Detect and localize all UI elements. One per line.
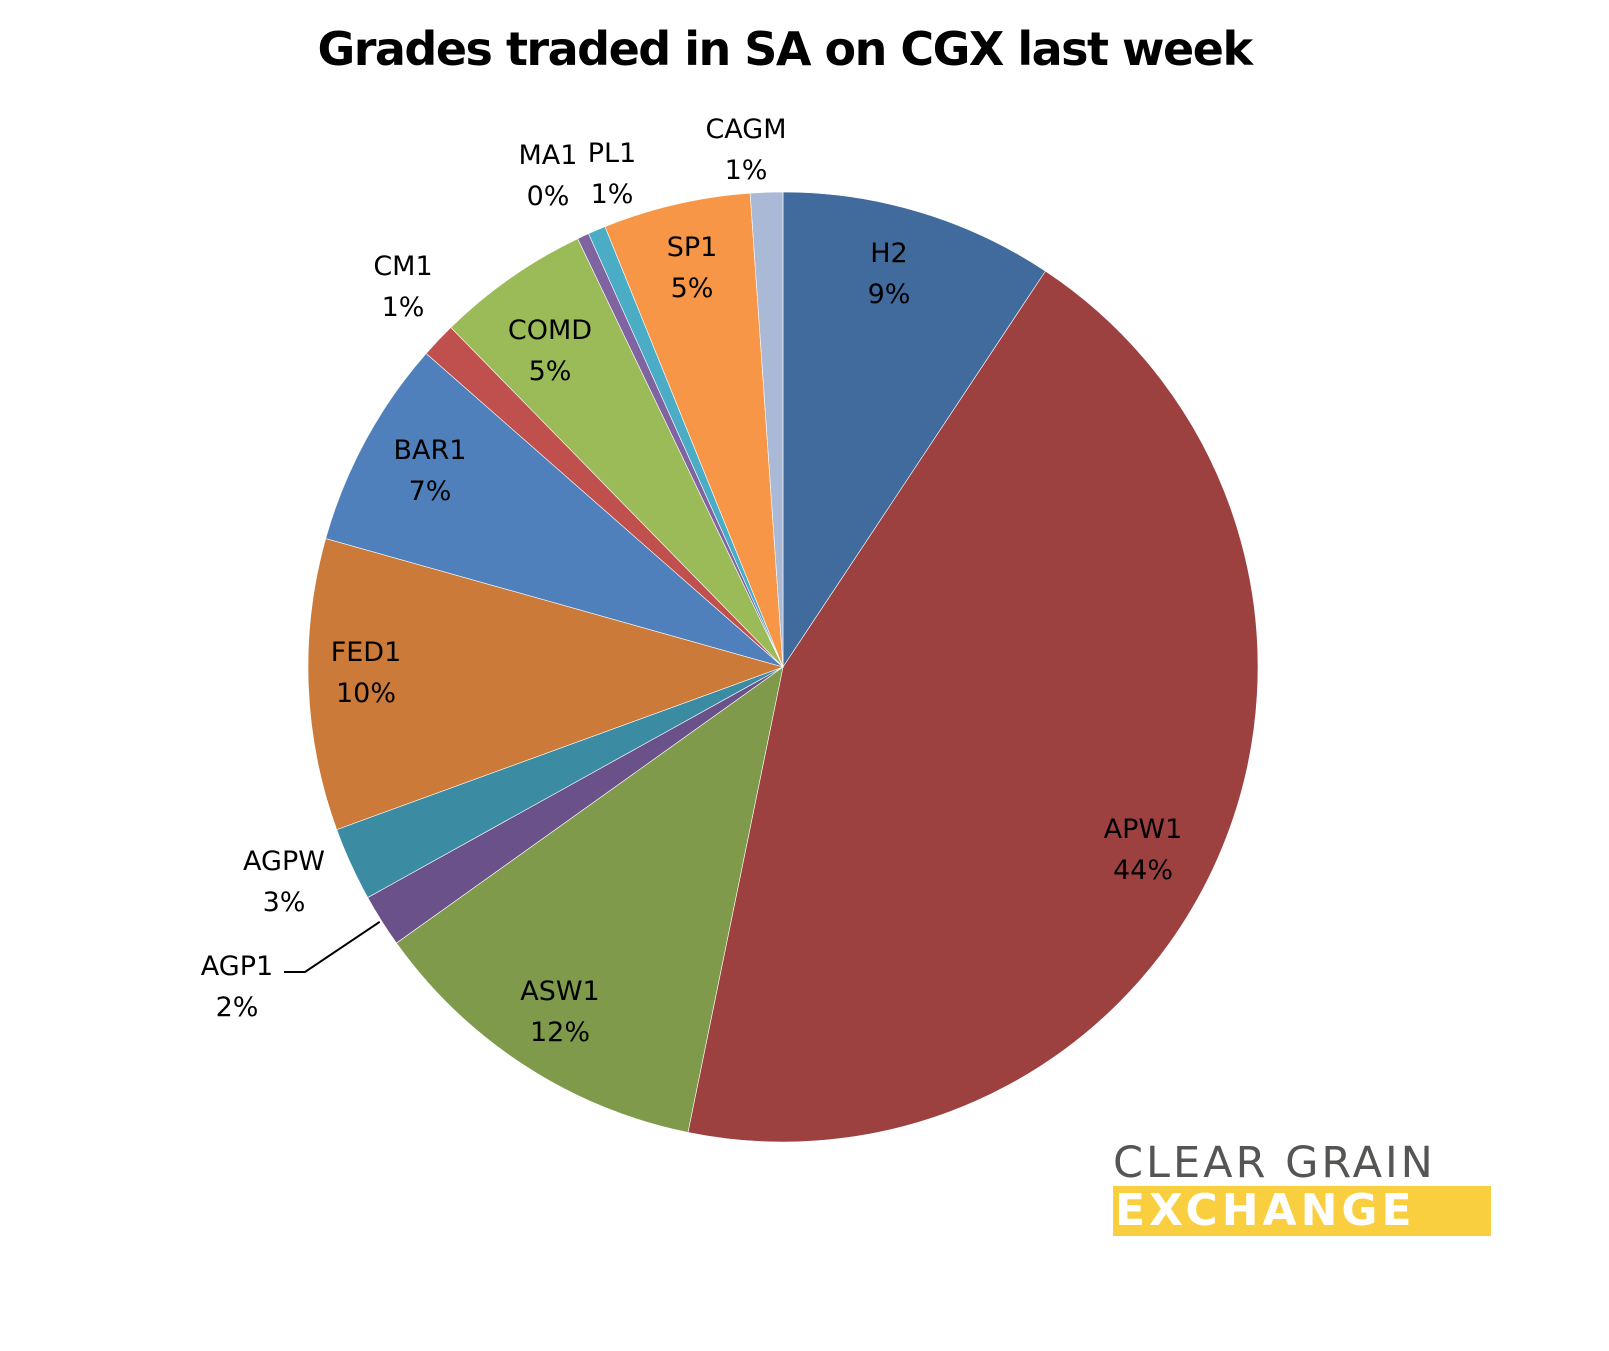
slice-label-name: AGPW <box>243 846 325 877</box>
slice-label-name: CAGM <box>705 114 786 145</box>
slice-label-percent: 1% <box>591 179 634 210</box>
pie-slice-cagm <box>749 191 784 668</box>
pie-slice-comd <box>450 238 784 668</box>
slice-label-percent: 10% <box>336 678 396 709</box>
slice-label-name: SP1 <box>667 232 718 263</box>
slice-label-percent: 5% <box>529 356 572 387</box>
slice-label-percent: 9% <box>868 279 911 310</box>
chart-title: Grades traded in SA on CGX last week <box>317 22 1253 76</box>
slice-label-name: AGP1 <box>201 951 273 982</box>
slice-label-name: APW1 <box>1104 814 1183 845</box>
pie-slice-asw1 <box>396 666 784 1133</box>
pie-slice-apw1 <box>687 270 1259 1143</box>
slice-label-percent: 2% <box>216 992 259 1023</box>
slice-label-name: FED1 <box>331 637 402 668</box>
slice-label-name: H2 <box>870 238 907 269</box>
pie-slice-h2 <box>782 191 1046 668</box>
slice-label-percent: 3% <box>263 887 306 918</box>
pie-slice-fed1 <box>307 538 784 831</box>
slice-label-percent: 5% <box>671 273 714 304</box>
slice-label-name: MA1 <box>519 140 578 171</box>
logo-line-1: CLEAR GRAIN <box>1113 1138 1436 1188</box>
slice-label-percent: 7% <box>409 476 452 507</box>
slice-label-percent: 1% <box>382 292 425 323</box>
slice-label-percent: 44% <box>1113 855 1173 886</box>
pie-slice-sp1 <box>604 192 784 668</box>
slice-label-name: ASW1 <box>520 976 599 1007</box>
slice-label-name: PL1 <box>588 138 637 169</box>
slice-label-percent: 12% <box>530 1017 590 1048</box>
slice-label-percent: 0% <box>527 181 570 212</box>
slice-label-name: CM1 <box>373 251 432 282</box>
pie-slice-bar1 <box>325 353 784 668</box>
slice-label-name: COMD <box>508 315 592 346</box>
logo-line-2: EXCHANGE <box>1113 1186 1491 1236</box>
slice-label-name: BAR1 <box>394 435 467 466</box>
leader-line-agp1 <box>284 920 381 973</box>
clear-grain-exchange-logo: CLEAR GRAIN EXCHANGE <box>1113 1140 1491 1236</box>
slice-label-percent: 1% <box>725 155 768 186</box>
pie-slices <box>307 191 1259 1143</box>
leader-lines <box>284 920 381 973</box>
slice-labels: H2 9% APW1 44% ASW1 12% AGP1 2% AGPW 3% FED1 10% BAR… <box>201 114 1183 1048</box>
